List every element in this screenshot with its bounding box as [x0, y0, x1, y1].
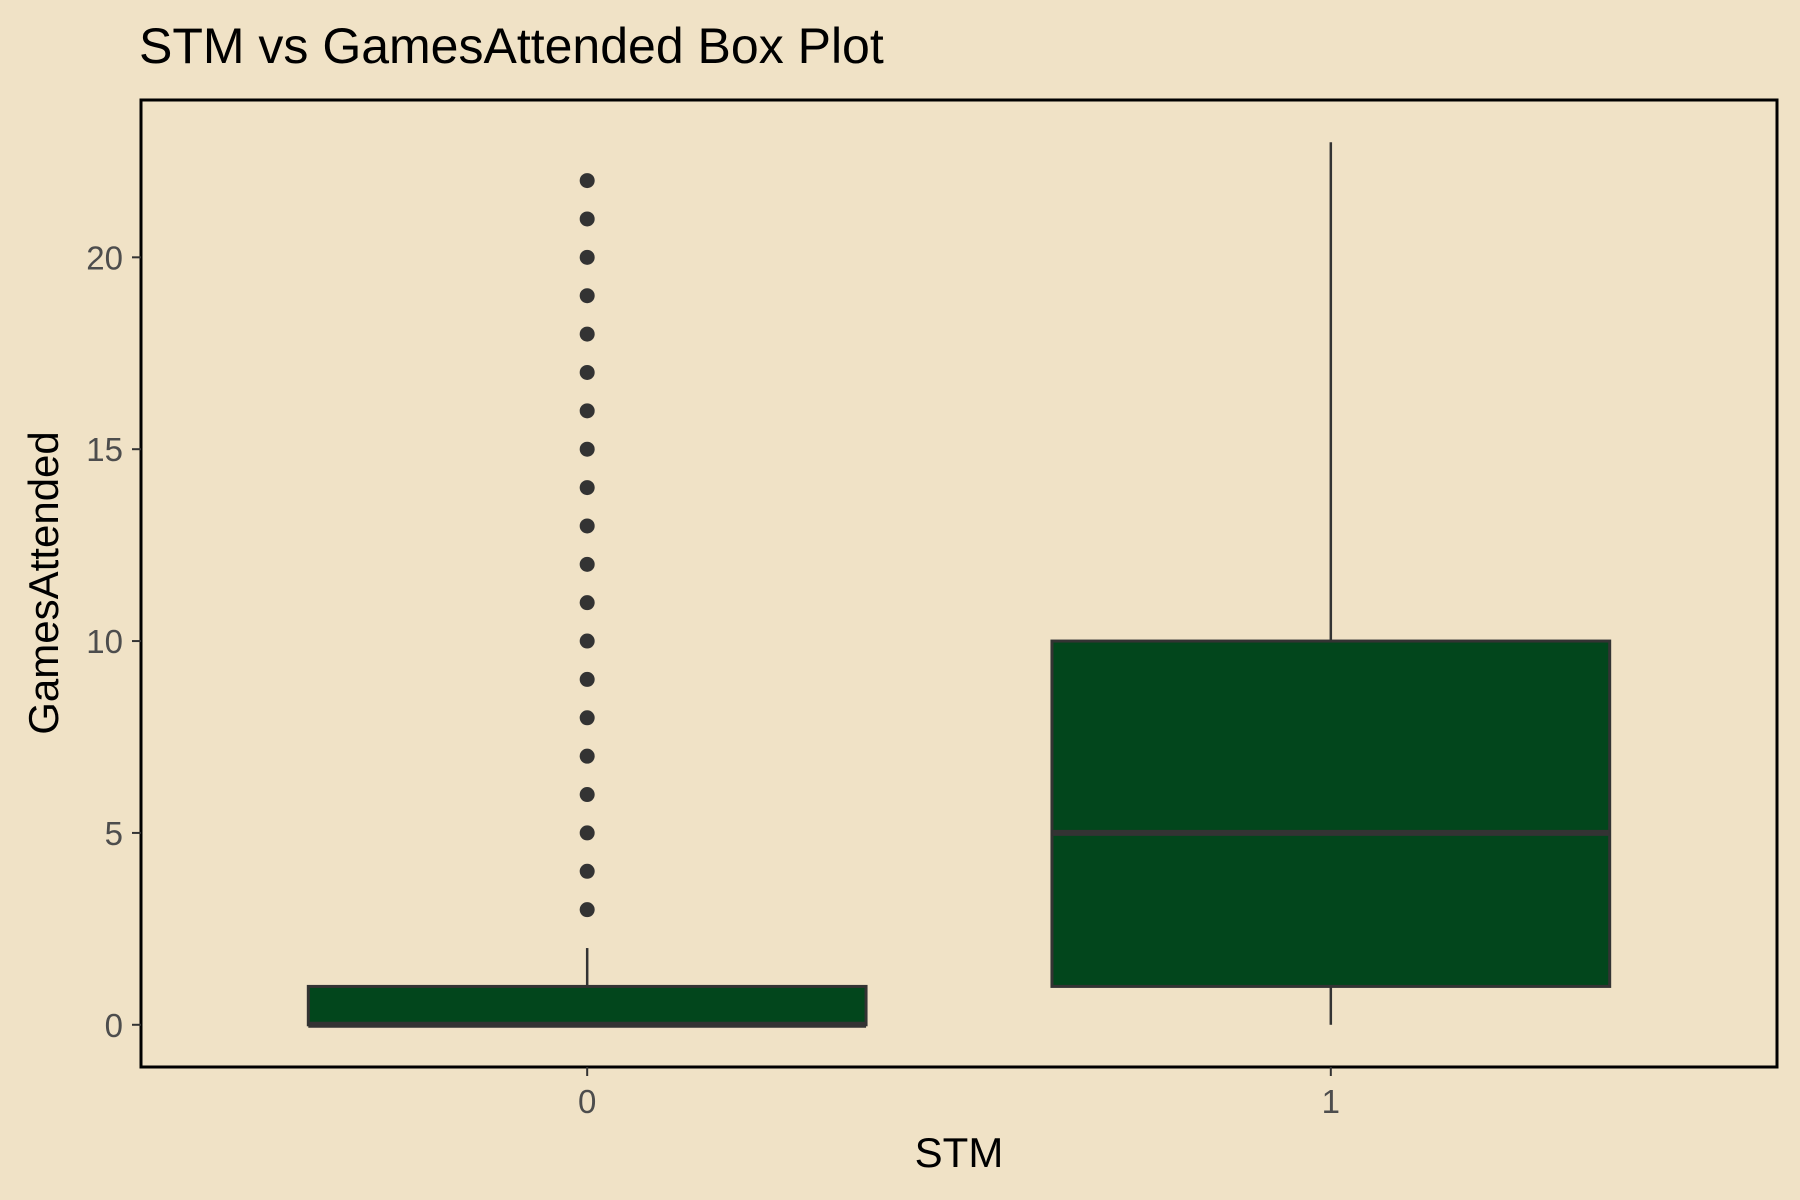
outlier-point [579, 211, 595, 227]
outlier-point [579, 671, 595, 687]
outlier-point [579, 173, 595, 189]
box-iqr [1050, 639, 1612, 988]
y-tick-label: 20 [86, 239, 123, 276]
outlier-point [579, 364, 595, 380]
y-axis-title: GamesAttended [20, 431, 67, 735]
outlier-point [579, 441, 595, 457]
outlier-point [579, 787, 595, 803]
outlier-point [579, 748, 595, 764]
outlier-point [579, 863, 595, 879]
x-axis-title: STM [915, 1129, 1004, 1176]
outlier-point [579, 556, 595, 572]
plot-area [306, 142, 1612, 1028]
outlier-point [579, 518, 595, 534]
y-tick-label: 15 [86, 431, 123, 468]
outlier-point [579, 249, 595, 265]
box-iqr [306, 984, 868, 1027]
outlier-point [579, 633, 595, 649]
chart-title: STM vs GamesAttended Box Plot [139, 18, 884, 74]
outlier-point [579, 595, 595, 611]
outlier-point [579, 825, 595, 841]
outlier-point [579, 480, 595, 496]
outlier-point [579, 902, 595, 918]
box-group-0 [306, 173, 868, 1028]
outlier-point [579, 403, 595, 419]
y-tick-label: 5 [105, 815, 123, 852]
y-axis: 0 5 10 15 20 [86, 239, 141, 1044]
y-tick-label: 10 [86, 623, 123, 660]
box-group-1 [1050, 142, 1612, 1025]
x-tick-label: 0 [578, 1083, 596, 1120]
outlier-point [579, 288, 595, 304]
x-tick-label: 1 [1322, 1083, 1340, 1120]
outlier-point [579, 710, 595, 726]
plot-frame [139, 98, 1779, 1069]
outlier-point [579, 326, 595, 342]
y-tick-label: 0 [105, 1007, 123, 1044]
